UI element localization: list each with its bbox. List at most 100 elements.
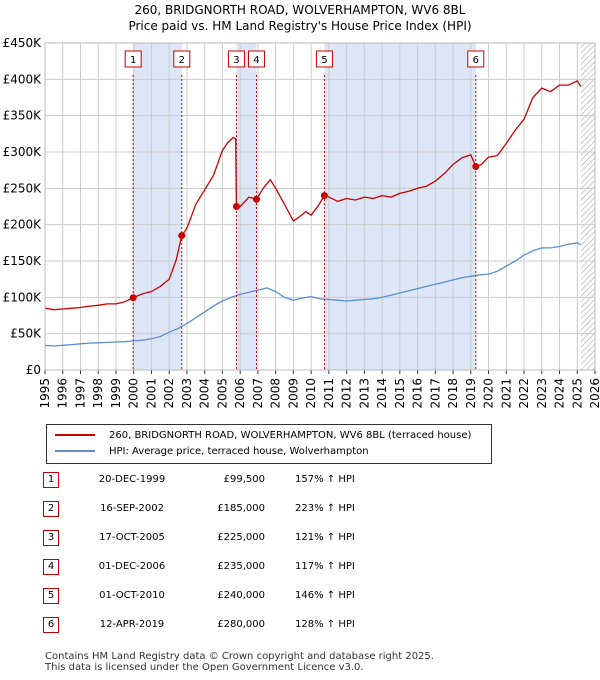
legend-swatch-hpi [55, 450, 95, 452]
x-tick-label: 2020 [482, 378, 496, 409]
sale-6-label: 6 [473, 55, 479, 66]
sale-price: £280,000 [217, 619, 265, 630]
chart-title-line1: 260, BRIDGNORTH ROAD, WOLVERHAMPTON, WV6… [134, 3, 466, 17]
x-tick-label: 2012 [340, 378, 354, 409]
plot-frame [44, 42, 596, 371]
sale-3-label-box [227, 50, 245, 68]
sale-row-3: 3 17-OCT-2005 £225,000 121% ↑ HPI [0, 528, 600, 548]
y-tick-label: £250K [3, 181, 43, 195]
sale-price: £225,000 [217, 532, 265, 543]
x-tick-label: 2007 [251, 378, 265, 409]
y-tick-label: £400K [3, 72, 43, 86]
sale-date: 01-OCT-2010 [99, 590, 165, 601]
x-tick-label: 2004 [198, 378, 212, 409]
sale-3-label: 3 [233, 55, 239, 66]
y-tick-label: £300K [3, 145, 43, 159]
legend-item-hpi: HPI: Average price, terraced house, Wolv… [55, 444, 369, 460]
sale-5-point [320, 192, 328, 200]
sale-row-6: 6 12-APR-2019 £280,000 128% ↑ HPI [0, 615, 600, 635]
x-tick-label: 2021 [499, 378, 513, 409]
x-tick-label: 1999 [109, 378, 123, 409]
x-tick-label: 2026 [588, 378, 600, 409]
sale-price: £240,000 [217, 590, 265, 601]
property-price-line [45, 80, 582, 311]
y-tick-label: £100K [3, 290, 43, 304]
sale-date: 17-OCT-2005 [99, 532, 165, 543]
sale-5-label-box [315, 50, 333, 68]
sale-hpi-change: 117% ↑ HPI [295, 561, 355, 572]
sale-row-5: 5 01-OCT-2010 £240,000 146% ↑ HPI [0, 586, 600, 606]
sale-2-point [178, 232, 186, 240]
sale-date: 01-DEC-2006 [98, 561, 166, 572]
x-tick-label: 2023 [535, 378, 549, 409]
marker-layer: 1 2 3 4 5 6 [124, 50, 485, 370]
x-tick-label: 2016 [411, 378, 425, 409]
shade-layer [45, 43, 595, 370]
sale-hpi-change: 128% ↑ HPI [295, 619, 355, 630]
x-tick-label: 2018 [446, 378, 460, 409]
legend-label-property: 260, BRIDGNORTH ROAD, WOLVERHAMPTON, WV6… [109, 430, 472, 441]
sale-number: 1 [43, 472, 59, 488]
footer: Contains HM Land Registry data © Crown c… [45, 651, 434, 673]
legend-swatch-property [55, 434, 95, 436]
sale-row-4: 4 01-DEC-2006 £235,000 117% ↑ HPI [0, 557, 600, 577]
sale-number: 3 [43, 530, 59, 546]
sale-hpi-change: 146% ↑ HPI [295, 590, 355, 601]
x-tick-label: 2022 [517, 378, 531, 409]
x-tick-label: 2013 [357, 378, 371, 409]
sale-1-label: 1 [130, 55, 136, 66]
y-tick-label: £50K [10, 327, 42, 341]
sale-hpi-change: 157% ↑ HPI [295, 474, 355, 485]
y-tick-label: £0 [26, 363, 41, 377]
x-tick-label: 1997 [73, 378, 87, 409]
hatched-region [580, 43, 595, 370]
legend-item-property: 260, BRIDGNORTH ROAD, WOLVERHAMPTON, WV6… [55, 428, 471, 444]
x-tick-label: 2011 [322, 378, 336, 409]
x-tick-label: 2008 [269, 378, 283, 409]
chart-title-line2: Price paid vs. HM Land Registry's House … [128, 19, 472, 33]
shaded-span-1 [133, 43, 182, 370]
sale-number: 5 [43, 588, 59, 604]
sale-4-point [252, 195, 260, 203]
x-tick-label: 1996 [56, 378, 70, 409]
sale-price: £99,500 [223, 474, 265, 485]
x-tick-label: 2017 [428, 378, 442, 409]
plot-background [45, 43, 595, 370]
x-tick-label: 1998 [91, 378, 105, 409]
sale-date: 16-SEP-2002 [100, 503, 164, 514]
sale-price: £185,000 [217, 503, 265, 514]
x-tick-label: 2024 [553, 378, 567, 409]
sale-4-label-box [247, 50, 265, 68]
x-tick-label: 2015 [393, 378, 407, 409]
series-layer [45, 80, 582, 347]
y-tick-label: £150K [3, 254, 43, 268]
sale-2-label-box [173, 50, 191, 68]
legend: 260, BRIDGNORTH ROAD, WOLVERHAMPTON, WV6… [46, 424, 492, 464]
sale-1-label-box [124, 50, 142, 68]
axis-layer: £0 £50K £100K £150K £200K £250K £300K £350K £400… [3, 36, 600, 409]
x-tick-label: 2001 [144, 378, 158, 409]
shaded-span-2 [236, 43, 257, 370]
sale-6-label-box [467, 50, 485, 68]
footer-line2: This data is licensed under the Open Gov… [45, 662, 364, 673]
sale-number: 2 [43, 501, 59, 517]
y-tick-label: £450K [3, 36, 43, 50]
x-tick-label: 2014 [375, 378, 389, 409]
y-tick-label: £200K [3, 218, 43, 232]
x-tick-label: 2025 [570, 378, 584, 409]
hpi-line [45, 242, 582, 347]
sale-5-label: 5 [321, 55, 327, 66]
x-tick-label: 2006 [233, 378, 247, 409]
sale-date: 12-APR-2019 [99, 619, 165, 630]
sale-number: 6 [43, 617, 59, 633]
sale-hpi-change: 121% ↑ HPI [295, 532, 355, 543]
price-chart: 1 2 3 4 5 6 £0 £50K £100K £150K £200K £250K £300K £3… [3, 36, 600, 409]
x-tick-label: 2002 [162, 378, 176, 409]
sale-row-1: 1 20-DEC-1999 £99,500 157% ↑ HPI [0, 470, 600, 490]
y-tick-label: £350K [3, 109, 43, 123]
sale-price: £235,000 [217, 561, 265, 572]
x-tick-label: 2009 [286, 378, 300, 409]
sale-number: 4 [43, 559, 59, 575]
x-tick-label: 2010 [304, 378, 318, 409]
sale-1-point [129, 294, 137, 302]
